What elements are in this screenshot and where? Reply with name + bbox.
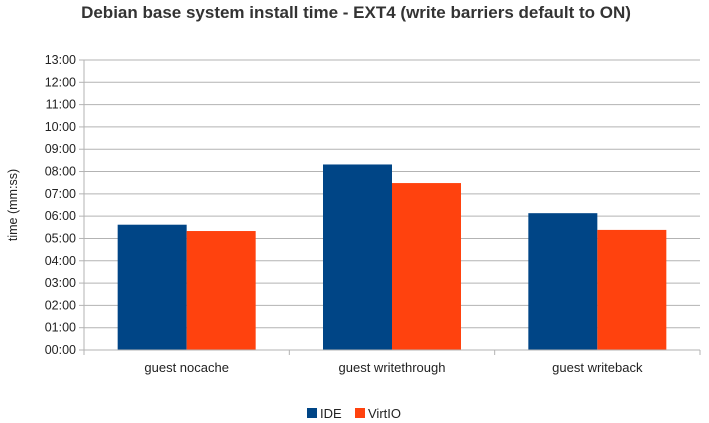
y-tick-label: 07:00 [45, 187, 76, 201]
bar-virtio-1 [392, 183, 461, 350]
y-tick-label: 08:00 [45, 165, 76, 179]
bar-virtio-0 [186, 231, 256, 350]
y-tick-label: 11:00 [46, 98, 76, 112]
y-tick-labels: 00:00 01:00 02:00 03:00 04:00 05:00 06:00 07:00… [45, 53, 76, 357]
y-axis-label: time (mm:ss) [6, 169, 20, 241]
x-category-label: guest writeback [552, 360, 643, 375]
legend-swatch-virtio [355, 408, 365, 418]
y-tick-label: 10:00 [45, 120, 76, 134]
bar-ide-1 [323, 164, 392, 350]
y-tick-label: 01:00 [45, 321, 76, 335]
y-tick-label: 12:00 [45, 75, 76, 89]
legend: IDE VirtIO [307, 406, 401, 421]
y-tick-label: 05:00 [45, 231, 76, 245]
y-tick-label: 06:00 [45, 209, 76, 223]
legend-label-virtio: VirtIO [368, 406, 401, 421]
legend-swatch-ide [307, 408, 317, 418]
y-tick-label: 02:00 [45, 298, 76, 312]
legend-label-ide: IDE [320, 406, 342, 421]
y-tick-label: 13:00 [45, 53, 76, 67]
y-tick-label: 03:00 [45, 276, 76, 290]
y-tick-label: 00:00 [45, 343, 76, 357]
bar-ide-0 [117, 224, 187, 350]
x-category-label: guest nocache [144, 360, 229, 375]
bar-ide-2 [528, 213, 598, 350]
bar-virtio-2 [597, 229, 667, 350]
x-category-label: guest writethrough [339, 360, 446, 375]
bars [117, 164, 667, 350]
y-tick-label: 04:00 [45, 254, 76, 268]
y-tick-label: 09:00 [45, 142, 76, 156]
chart-title: Debian base system install time - EXT4 (… [81, 3, 631, 22]
x-category-labels: guest nocache guest writethrough guest wri… [144, 360, 643, 375]
axes [83, 60, 701, 355]
